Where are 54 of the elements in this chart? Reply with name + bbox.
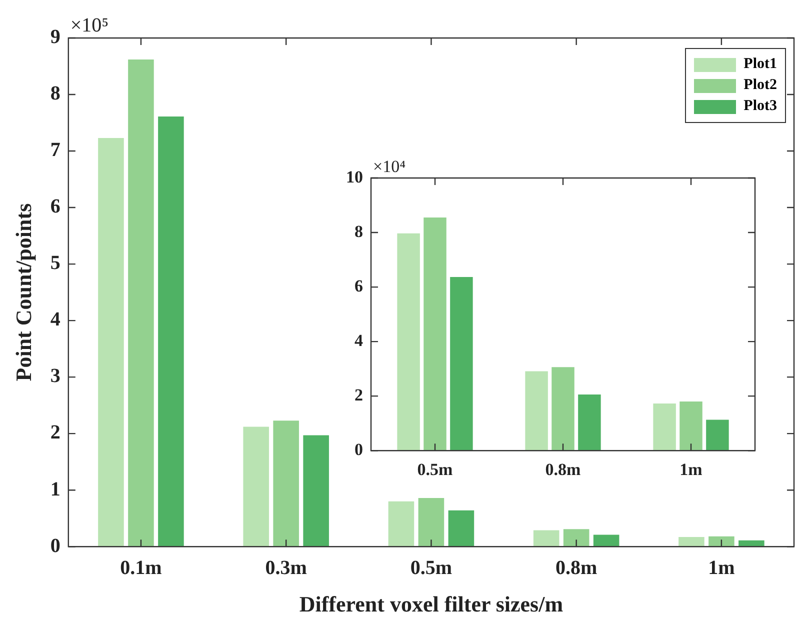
- x-tick-label: 0.5m: [417, 460, 453, 480]
- text: ×10⁵: [70, 14, 109, 36]
- x-tick-label: 0.3m: [265, 556, 308, 579]
- bar: [653, 403, 676, 451]
- legend-label: Plot1: [744, 56, 777, 73]
- x-axis-title: Different voxel filter sizes/m: [299, 591, 564, 616]
- y-tick-label: 6: [50, 196, 60, 218]
- bar: [708, 536, 734, 547]
- bar: [303, 435, 329, 547]
- y-tick-label: 5: [50, 252, 60, 274]
- y-tick-label: 10: [346, 167, 363, 186]
- bar: [593, 534, 620, 547]
- y-axis-title: Point Count/points: [10, 202, 36, 382]
- bar: [98, 138, 124, 547]
- bar: [424, 218, 446, 451]
- annotation: ×10⁴: [373, 156, 406, 176]
- bar: [158, 116, 184, 547]
- x-tick-label: 1m: [680, 460, 702, 480]
- y-tick-label: 6: [354, 276, 363, 296]
- x-tick-label: 0.1m: [120, 556, 162, 579]
- bar: [273, 420, 299, 547]
- bar: [450, 276, 473, 451]
- x-tick-label: 0.8m: [545, 460, 581, 480]
- x-tick-label: 0.8m: [555, 556, 598, 579]
- y-tick-label: 4: [50, 308, 60, 331]
- y-tick-label: 8: [50, 82, 60, 105]
- y-tick-label: 9: [50, 26, 60, 48]
- y-tick-label: 0: [354, 440, 363, 459]
- bar: [448, 510, 474, 547]
- x-tick-label: 0.5m: [410, 556, 452, 579]
- bar: [128, 59, 154, 547]
- bar: [678, 536, 704, 547]
- legend-label: Plot3: [744, 98, 777, 115]
- y-tick-label: 2: [50, 422, 60, 444]
- y-tick-label: 3: [50, 365, 60, 388]
- bar: [706, 420, 729, 451]
- x-tick-label: 1m: [708, 556, 736, 579]
- y-tick-label: 4: [354, 330, 364, 350]
- y-tick-label: 7: [50, 139, 60, 162]
- bar: [533, 530, 560, 547]
- y-tick-label: 0: [50, 534, 60, 557]
- bar: [397, 233, 420, 451]
- bar: [525, 371, 548, 451]
- bar: [418, 498, 444, 547]
- y-tick-label: 8: [354, 222, 363, 241]
- bar: [552, 367, 574, 451]
- bar: [563, 529, 590, 547]
- y-tick-label: 2: [354, 385, 363, 404]
- bar: [680, 402, 702, 451]
- bar: [388, 501, 414, 547]
- legend-label: Plot2: [744, 77, 777, 94]
- bar: [578, 394, 601, 451]
- bar: [243, 426, 269, 547]
- y-tick-label: 1: [50, 478, 60, 500]
